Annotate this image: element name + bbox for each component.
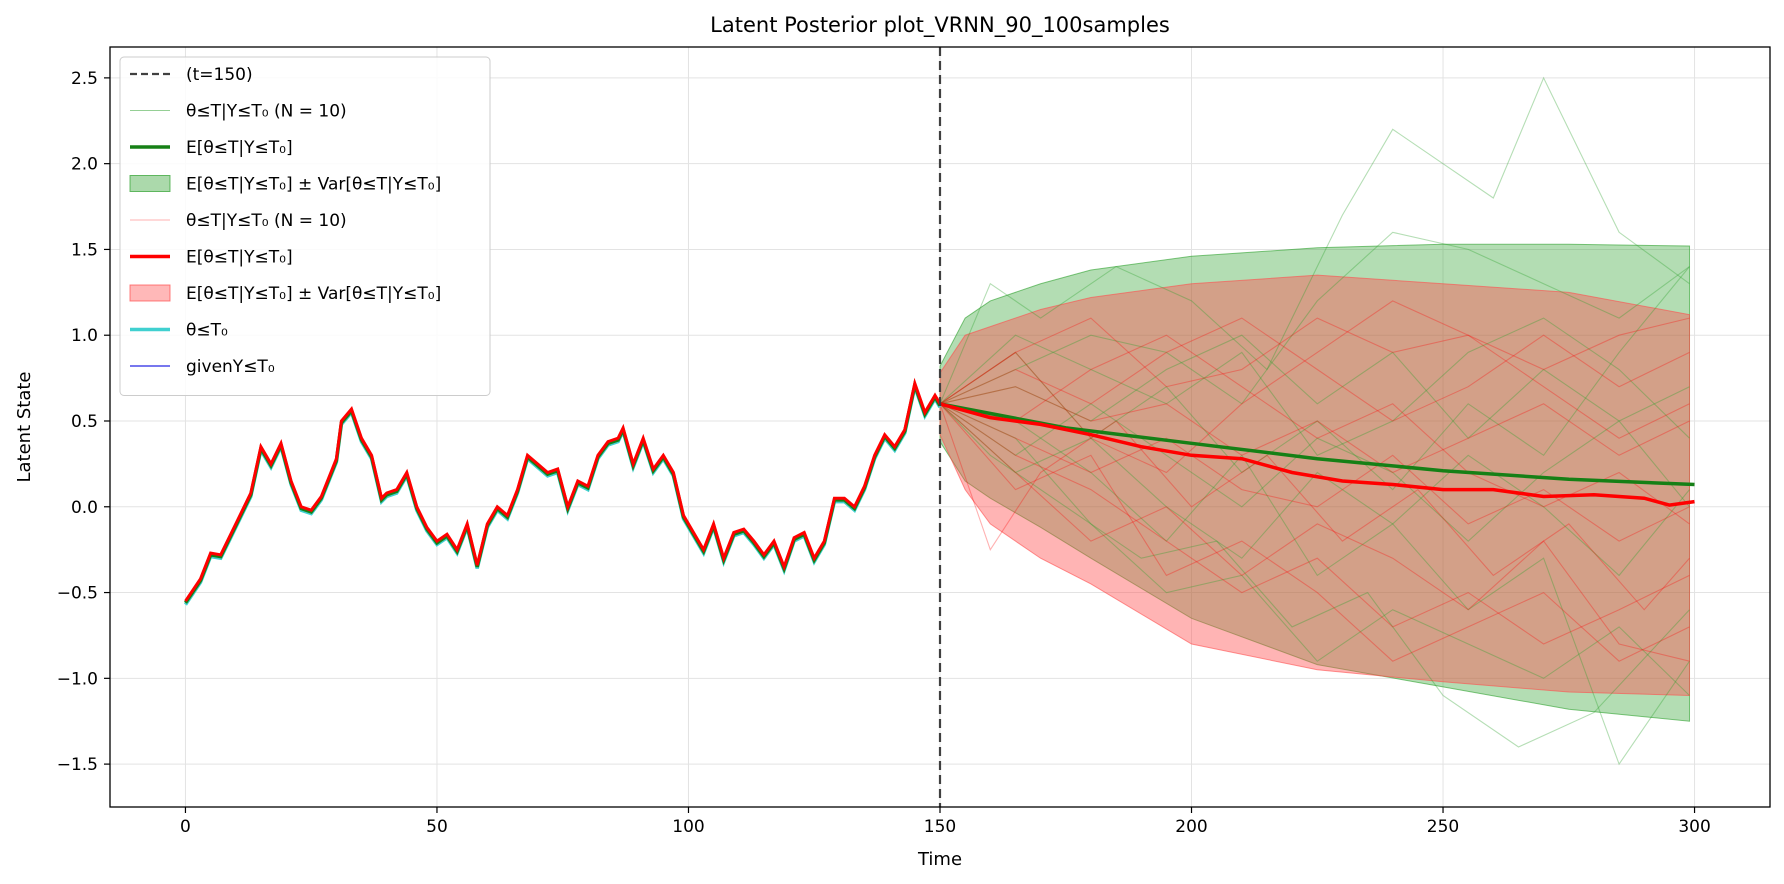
- legend-label: E[θ≤T|Y≤T₀] ± Var[θ≤T|Y≤T₀]: [186, 284, 441, 304]
- y-axis-label: Latent State: [14, 371, 35, 482]
- red-sample-line: [939, 403, 1690, 542]
- y-tick-label: −1.5: [57, 755, 98, 775]
- legend-item: E[θ≤T|Y≤T₀]: [130, 248, 293, 268]
- variance-bands: [939, 243, 1691, 722]
- x-tick-label: 150: [924, 817, 956, 837]
- red-variance-band: [939, 274, 1691, 697]
- legend-label: θ≤T₀: [186, 321, 228, 341]
- legend-item: E[θ≤T|Y≤T₀] ± Var[θ≤T|Y≤T₀]: [129, 284, 441, 304]
- legend-item: θ≤T|Y≤T₀ (N = 10): [130, 102, 347, 122]
- x-tick-label: 200: [1175, 817, 1207, 837]
- x-tick-label: 50: [426, 817, 448, 837]
- legend: (t=150) θ≤T|Y≤T₀ (N = 10) E[θ≤T|Y≤T₀] E[θ≤T…: [119, 56, 491, 396]
- green-sample-line: [939, 231, 1690, 405]
- red-observed-mean-line: [184, 377, 942, 602]
- y-tick-label: 0.0: [71, 498, 98, 518]
- red-mean-line: [939, 402, 1695, 507]
- green-sample-line: [939, 403, 1690, 542]
- observed-trajectory: [184, 377, 942, 606]
- red-sample-line: [939, 403, 1690, 611]
- green-sample-line: [939, 403, 1690, 766]
- axis-ticks: 0 50 100 150 200 250 300 −1.5 −1.0 −0.5 0.0 0.5 1.0 1…: [57, 69, 1711, 837]
- red-sample-line: [939, 386, 1690, 474]
- legend-item: E[θ≤T|Y≤T₀]: [130, 138, 293, 158]
- legend-item: E[θ≤T|Y≤T₀] ± Var[θ≤T|Y≤T₀]: [129, 175, 441, 195]
- red-sample-line: [939, 403, 1690, 645]
- red-sample-line: [939, 300, 1690, 474]
- legend-label: E[θ≤T|Y≤T₀]: [186, 138, 293, 158]
- legend-item: θ≤T₀: [130, 321, 228, 341]
- legend-label: θ≤T|Y≤T₀ (N = 10): [186, 211, 347, 231]
- y-tick-label: 1.0: [71, 326, 98, 346]
- sample-trajectories: [939, 76, 1690, 766]
- green-sample-line: [939, 266, 1690, 491]
- x-tick-label: 300: [1678, 817, 1710, 837]
- y-tick-label: 0.5: [71, 412, 98, 432]
- legend-item: givenY≤T₀: [130, 357, 275, 377]
- green-sample-line: [939, 317, 1690, 456]
- green-sample-line: [939, 403, 1690, 696]
- x-tick-label: 0: [180, 817, 191, 837]
- y-tick-label: 1.5: [71, 240, 98, 260]
- green-observed-mean-line: [184, 378, 942, 604]
- legend-item: θ≤T|Y≤T₀ (N = 10): [130, 211, 347, 231]
- y-tick-label: −1.0: [57, 669, 98, 689]
- y-tick-label: 2.0: [71, 155, 98, 175]
- green-sample-line: [939, 334, 1690, 439]
- red-sample-line: [939, 317, 1690, 422]
- legend-label: θ≤T|Y≤T₀ (N = 10): [186, 102, 347, 122]
- x-tick-label: 250: [1427, 817, 1459, 837]
- legend-swatch: [129, 175, 171, 192]
- x-tick-label: 100: [672, 817, 704, 837]
- legend-label: givenY≤T₀: [186, 357, 275, 377]
- legend-label: (t=150): [186, 65, 253, 85]
- x-axis-label: Time: [917, 849, 962, 870]
- legend-label: E[θ≤T|Y≤T₀] ± Var[θ≤T|Y≤T₀]: [186, 175, 441, 195]
- green-variance-band: [939, 243, 1691, 722]
- red-sample-line: [939, 317, 1690, 405]
- chart-title: Latent Posterior plot_VRNN_90_100samples: [710, 13, 1170, 38]
- legend-swatch: [129, 284, 171, 302]
- green-sample-line: [939, 76, 1690, 405]
- y-tick-label: 2.5: [71, 69, 98, 89]
- legend-label: E[θ≤T|Y≤T₀]: [186, 248, 293, 268]
- legend-box: [119, 56, 491, 396]
- y-tick-label: −0.5: [57, 584, 98, 604]
- red-sample-line: [939, 403, 1690, 662]
- green-sample-line: [939, 403, 1690, 577]
- green-sample-line: [939, 403, 1690, 748]
- legend-item: (t=150): [130, 65, 253, 85]
- mean-lines: [939, 402, 1695, 507]
- red-sample-line: [939, 403, 1690, 662]
